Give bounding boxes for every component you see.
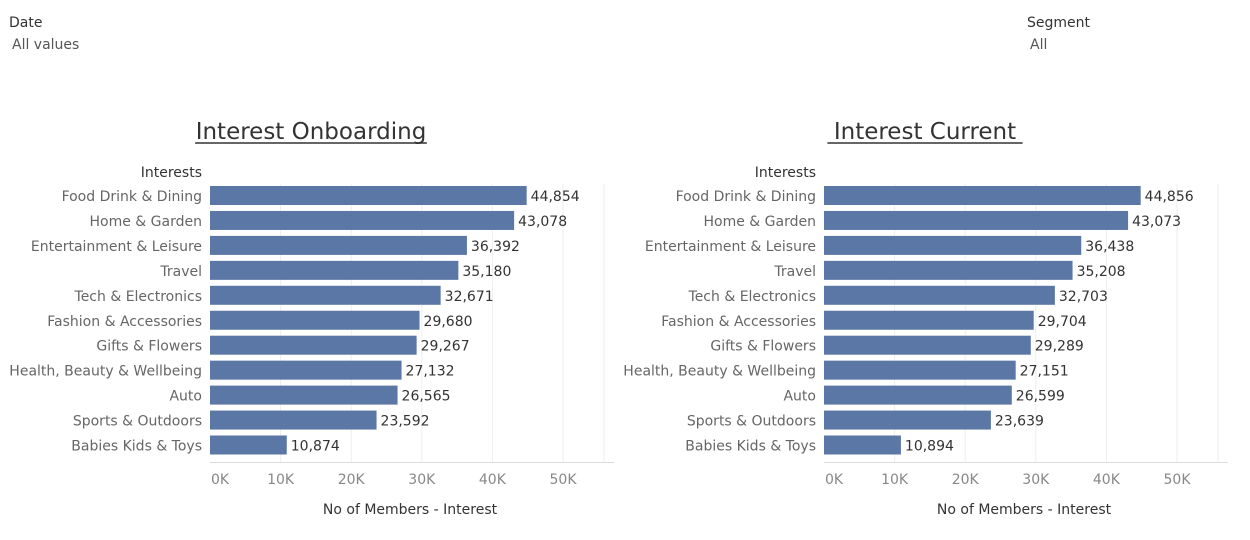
chart-2-category-label: Sports & Outdoors — [687, 414, 816, 430]
chart-1-bar — [210, 285, 441, 305]
chart-2-bar — [824, 360, 1016, 380]
chart-2-category-label: Health, Beauty & Wellbeing — [623, 364, 816, 380]
chart-2-tick-label: 50K — [1164, 472, 1192, 488]
chart-1-tick-label: 20K — [338, 472, 366, 488]
chart-2-tick-label: 30K — [1022, 472, 1050, 488]
chart-1-bar — [210, 360, 402, 380]
chart-1-category-label: Babies Kids & Toys — [71, 439, 202, 455]
chart-2-category-label: Auto — [783, 389, 816, 405]
chart-1-value-label: 35,180 — [462, 264, 511, 280]
chart-1-tick-label: 0K — [211, 472, 230, 488]
chart-2-value-label: 26,599 — [1016, 389, 1065, 405]
chart-2-category-label: Babies Kids & Toys — [685, 439, 816, 455]
chart-2-bar — [824, 210, 1129, 230]
chart-1-bar — [210, 435, 287, 455]
date-filter-label: Date — [9, 15, 43, 31]
chart-1-value-label: 43,078 — [518, 214, 567, 230]
chart-2-value-label: 29,704 — [1038, 314, 1087, 330]
chart-2-category-label: Fashion & Accessories — [661, 314, 816, 330]
chart-1-tick-label: 10K — [267, 472, 295, 488]
chart-1-value-label: 36,392 — [471, 239, 520, 255]
chart-2-bar — [824, 435, 901, 455]
chart-2-value-label: 32,703 — [1059, 289, 1108, 305]
chart-2-bar — [824, 310, 1034, 330]
chart-2-value-label: 10,894 — [905, 439, 954, 455]
segment-filter-label: Segment — [1027, 15, 1090, 31]
chart-1-value-label: 23,592 — [381, 414, 430, 430]
chart-2-category-label: Travel — [773, 264, 816, 280]
chart-1-category-label: Travel — [159, 264, 202, 280]
chart-1-bar — [210, 186, 527, 205]
chart-1-category-label: Food Drink & Dining — [62, 189, 202, 205]
chart-1-value-label: 44,854 — [531, 189, 580, 205]
chart-1-value-label: 26,565 — [402, 389, 451, 405]
chart-2-value-label: 36,438 — [1085, 239, 1134, 255]
date-filter-value[interactable]: All values — [12, 37, 80, 53]
chart-1-x-axis-title: No of Members - Interest — [323, 502, 498, 518]
chart-1-value-label: 29,680 — [424, 314, 473, 330]
chart-1-bar — [210, 210, 515, 230]
chart-2-x-axis-title: No of Members - Interest — [937, 502, 1112, 518]
chart-2-value-label: 27,151 — [1020, 364, 1069, 380]
chart-2-tick-label: 0K — [825, 472, 844, 488]
chart-1-category-label: Fashion & Accessories — [47, 314, 202, 330]
chart-2-category-label: Food Drink & Dining — [676, 189, 816, 205]
chart-2-bar — [824, 335, 1031, 355]
chart-1-category-label: Gifts & Flowers — [96, 339, 202, 355]
chart-1-bar — [210, 310, 420, 330]
chart-1-category-label: Health, Beauty & Wellbeing — [9, 364, 202, 380]
chart-2-value-label: 44,856 — [1145, 189, 1194, 205]
chart-1-category-header: Interests — [141, 165, 202, 181]
chart-2-tick-label: 10K — [881, 472, 909, 488]
chart-2-value-label: 29,289 — [1035, 339, 1084, 355]
chart-1-bar — [210, 410, 377, 430]
segment-filter[interactable]: Segment All — [1027, 15, 1090, 53]
chart-1-tick-label: 50K — [550, 472, 578, 488]
chart-1-value-label: 27,132 — [406, 364, 455, 380]
chart-1-bar — [210, 260, 459, 280]
chart-2-category-label: Tech & Electronics — [688, 289, 816, 305]
chart-1-category-label: Tech & Electronics — [74, 289, 202, 305]
chart-2-title: Interest Current — [834, 119, 1016, 145]
chart-2-value-label: 23,639 — [995, 414, 1044, 430]
chart-2-bar — [824, 186, 1141, 205]
chart-1-title: Interest Onboarding — [196, 119, 427, 145]
chart-1-category-label: Home & Garden — [90, 214, 202, 230]
chart-2-tick-label: 40K — [1093, 472, 1121, 488]
date-filter[interactable]: Date All values — [9, 15, 79, 53]
chart-2-category-label: Gifts & Flowers — [710, 339, 816, 355]
chart-2-value-label: 35,208 — [1077, 264, 1126, 280]
chart-2-category-header: Interests — [755, 165, 816, 181]
chart-2-tick-label: 20K — [952, 472, 980, 488]
chart-2-value-label: 43,073 — [1132, 214, 1181, 230]
segment-filter-value[interactable]: All — [1030, 37, 1048, 53]
chart-2-bar — [824, 410, 991, 430]
chart-1-category-label: Entertainment & Leisure — [31, 239, 202, 255]
chart-1-tick-label: 40K — [479, 472, 507, 488]
chart-2-bar — [824, 235, 1082, 255]
chart-2-bar — [824, 260, 1073, 280]
chart-1-category-label: Sports & Outdoors — [73, 414, 202, 430]
chart-2-category-label: Home & Garden — [704, 214, 816, 230]
chart-2-category-label: Entertainment & Leisure — [645, 239, 816, 255]
chart-1-bar — [210, 385, 398, 405]
chart-1-category-label: Auto — [169, 389, 202, 405]
chart-1-bar — [210, 335, 417, 355]
chart-1-value-label: 10,874 — [291, 439, 340, 455]
chart-1-value-label: 32,671 — [445, 289, 494, 305]
chart-1-bar — [210, 235, 467, 255]
chart-2-bar — [824, 385, 1012, 405]
chart-1-value-label: 29,267 — [421, 339, 470, 355]
chart-1-tick-label: 30K — [408, 472, 436, 488]
chart-2-bar — [824, 285, 1055, 305]
